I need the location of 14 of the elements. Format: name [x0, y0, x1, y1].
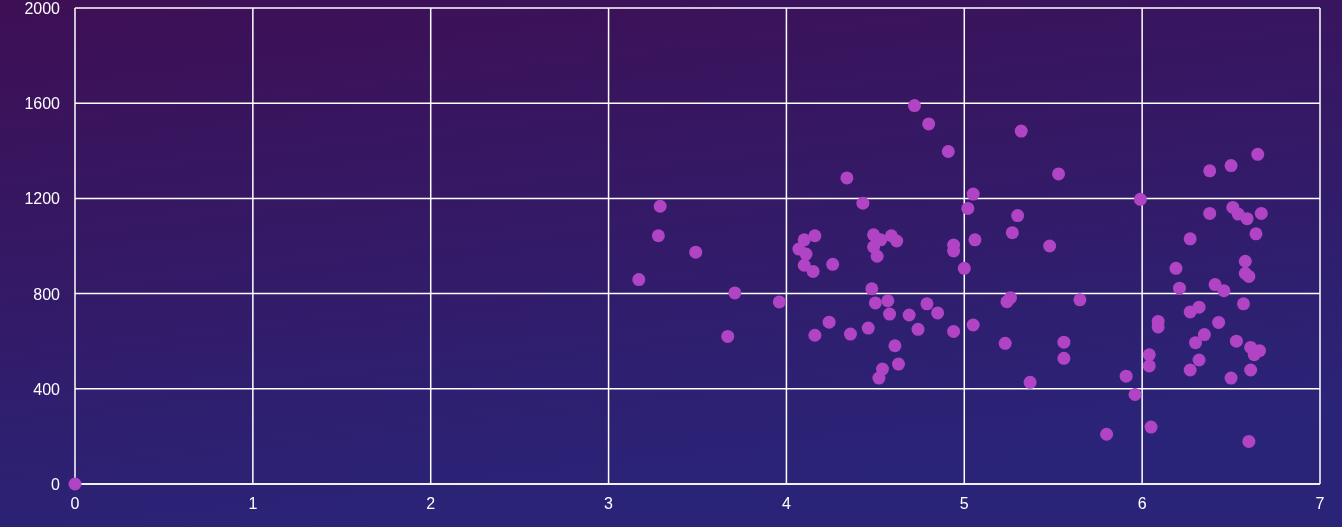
- x-tick-label: 3: [604, 495, 614, 512]
- x-tick-label: 0: [70, 495, 80, 512]
- y-tick-label: 1200: [24, 190, 61, 208]
- x-tick-label: 7: [1315, 495, 1325, 512]
- y-tick-label: 2000: [24, 0, 61, 17]
- x-tick-label: 6: [1137, 495, 1147, 512]
- y-tick-label: 0: [51, 476, 61, 493]
- x-tick-label: 4: [781, 495, 791, 512]
- x-tick-label: 5: [959, 495, 969, 512]
- y-tick-label: 800: [33, 285, 61, 303]
- x-tick-label: 1: [248, 495, 258, 512]
- x-tick-label: 2: [426, 495, 436, 512]
- y-tick-label: 400: [33, 380, 61, 398]
- y-tick-label: 1600: [24, 95, 61, 113]
